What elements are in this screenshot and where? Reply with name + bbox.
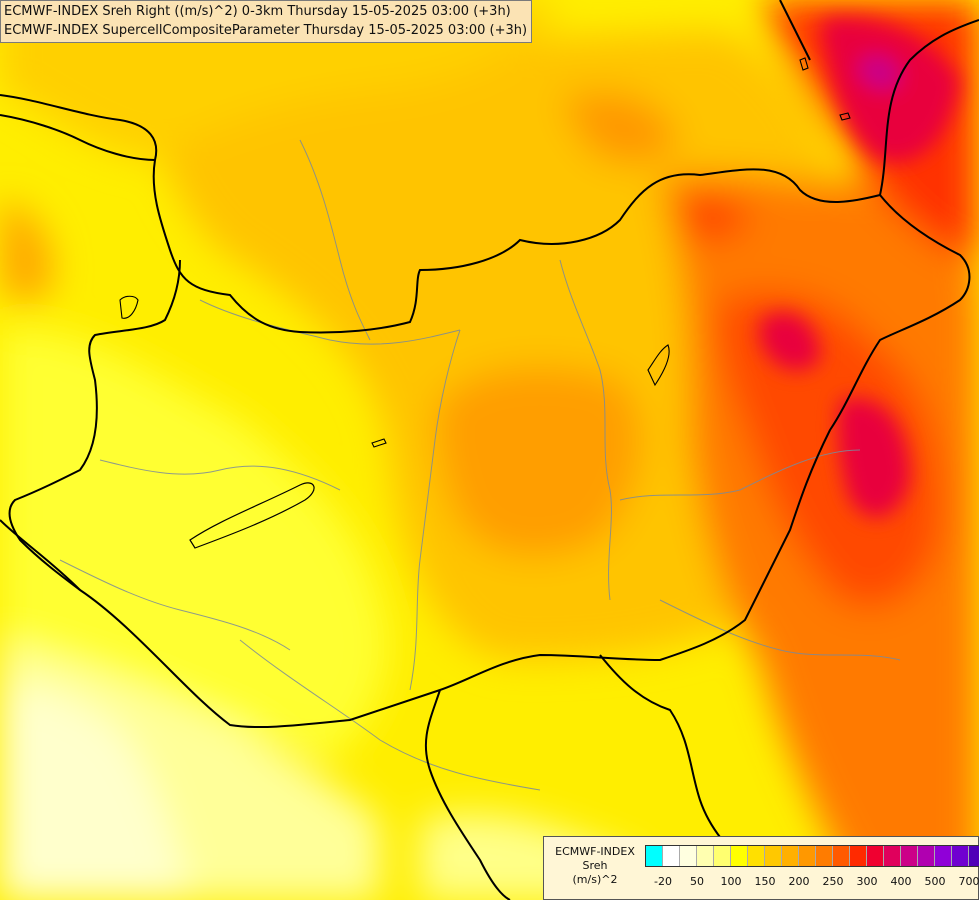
legend-swatch [850, 846, 867, 866]
legend-tick-label: 500 [924, 875, 946, 888]
legend-swatch [748, 846, 765, 866]
legend-tick-label: 250 [822, 875, 844, 888]
legend-swatch [799, 846, 816, 866]
legend-tick-label: 100 [720, 875, 742, 888]
legend-unit: (m/s)^2 [572, 873, 618, 886]
legend-swatch [884, 846, 901, 866]
legend-swatch [765, 846, 782, 866]
legend-swatch [697, 846, 714, 866]
legend-tick-label: 150 [754, 875, 776, 888]
legend-variable: Sreh [582, 859, 608, 872]
color-legend: ECMWF-INDEX Sreh (m/s)^2 -20 50 100 150 200 2… [543, 836, 979, 900]
legend-tick-label: 400 [890, 875, 912, 888]
rivers [59, 139, 901, 791]
legend-swatch [646, 846, 663, 866]
legend-swatch [918, 846, 935, 866]
legend-swatch [731, 846, 748, 866]
legend-tick-label: 200 [788, 875, 810, 888]
sreh-maxima [760, 17, 960, 518]
legend-swatch [782, 846, 799, 866]
lake-outline [189, 482, 315, 549]
title-line-2: ECMWF-INDEX SupercellCompositeParameter … [4, 23, 528, 38]
legend-swatch [663, 846, 680, 866]
legend-tick-label: 50 [690, 875, 704, 888]
legend-swatch [714, 846, 731, 866]
legend-tick-label: -20 [654, 875, 672, 888]
legend-color-scale [645, 845, 979, 867]
legend-swatch [816, 846, 833, 866]
legend-swatch [969, 846, 979, 866]
legend-swatch [901, 846, 918, 866]
legend-swatch [833, 846, 850, 866]
legend-tick-label: 300 [856, 875, 878, 888]
map-title-box: ECMWF-INDEX Sreh Right ((m/s)^2) 0-3km T… [0, 0, 533, 43]
legend-swatch [680, 846, 697, 866]
legend-tick-label: 700 [958, 875, 979, 888]
legend-swatch [952, 846, 969, 866]
legend-title: ECMWF-INDEX Sreh (m/s)^2 [548, 845, 642, 887]
legend-swatch [867, 846, 884, 866]
small-outlines [119, 57, 851, 448]
legend-swatch [935, 846, 952, 866]
title-line-1: ECMWF-INDEX Sreh Right ((m/s)^2) 0-3km T… [4, 4, 511, 19]
legend-model: ECMWF-INDEX [555, 845, 635, 858]
